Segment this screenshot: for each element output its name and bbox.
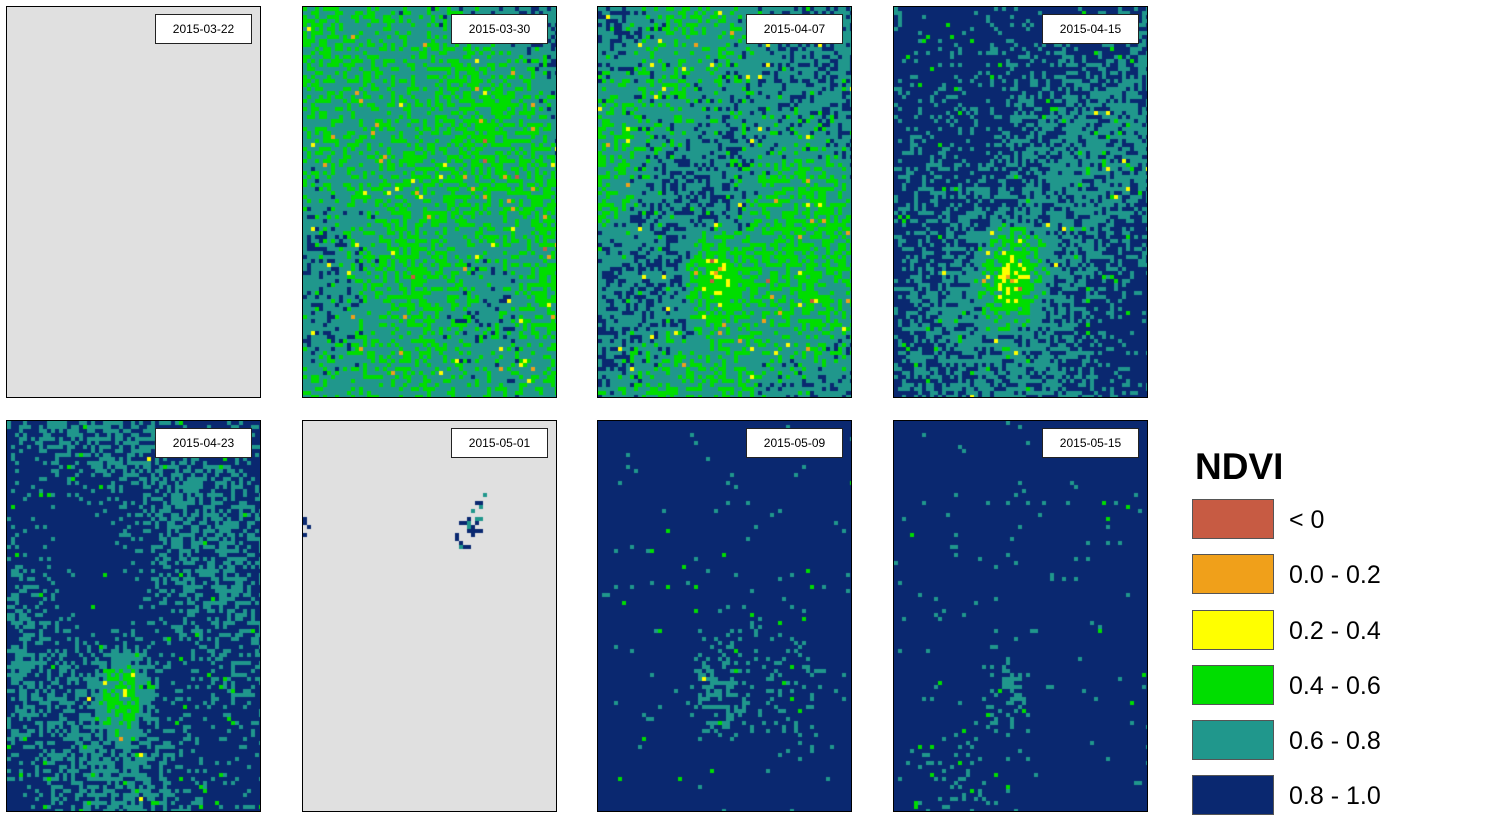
panel-date-label: 2015-04-07 bbox=[746, 14, 843, 44]
ndvi-legend: NDVI < 0 0.0 - 0.2 0.2 - 0.4 0.4 - 0.6 0… bbox=[1192, 447, 1432, 831]
ndvi-raster bbox=[894, 7, 1147, 397]
legend-item-0.6-0.8: 0.6 - 0.8 bbox=[1192, 720, 1432, 775]
legend-label: < 0 bbox=[1289, 506, 1325, 534]
legend-swatch bbox=[1192, 499, 1274, 539]
legend-label: 0.4 - 0.6 bbox=[1289, 671, 1381, 700]
legend-title: NDVI bbox=[1195, 446, 1284, 487]
ndvi-raster bbox=[7, 421, 260, 811]
legend-swatch bbox=[1192, 609, 1274, 650]
legend-item-0.0-0.2: 0.0 - 0.2 bbox=[1192, 554, 1432, 609]
map-panel-2015-04-15: 2015-04-15 bbox=[893, 6, 1148, 398]
legend-item-0.2-0.4: 0.2 - 0.4 bbox=[1192, 609, 1432, 665]
panel-date-label: 2015-05-15 bbox=[1042, 428, 1139, 458]
ndvi-raster bbox=[598, 7, 851, 397]
map-panel-2015-03-22: 2015-03-22 bbox=[6, 6, 261, 398]
legend-label: 0.0 - 0.2 bbox=[1289, 561, 1381, 590]
map-panel-2015-05-09: 2015-05-09 bbox=[597, 420, 852, 812]
panel-date-label: 2015-03-30 bbox=[451, 14, 548, 44]
legend-item-0.8-1.0: 0.8 - 1.0 bbox=[1192, 775, 1432, 830]
ndvi-raster bbox=[598, 421, 851, 811]
legend-item-0.4-0.6: 0.4 - 0.6 bbox=[1192, 664, 1432, 720]
panel-date-label: 2015-05-01 bbox=[451, 428, 548, 458]
map-panel-2015-04-07: 2015-04-07 bbox=[597, 6, 852, 398]
panel-date-label: 2015-05-09 bbox=[746, 428, 843, 458]
panel-date-label: 2015-04-15 bbox=[1042, 14, 1139, 44]
map-panel-2015-03-30: 2015-03-30 bbox=[302, 6, 557, 398]
panel-date-label: 2015-04-23 bbox=[155, 428, 252, 458]
legend-item-below-0: < 0 bbox=[1192, 499, 1432, 554]
map-panel-2015-05-01: 2015-05-01 bbox=[302, 420, 557, 812]
panel-date-label: 2015-03-22 bbox=[155, 14, 252, 44]
map-panel-2015-05-15: 2015-05-15 bbox=[893, 420, 1148, 812]
legend-label: 0.8 - 1.0 bbox=[1289, 782, 1381, 811]
map-panel-2015-04-23: 2015-04-23 bbox=[6, 420, 261, 812]
legend-swatch bbox=[1192, 775, 1274, 816]
legend-label: 0.2 - 0.4 bbox=[1289, 616, 1381, 645]
ndvi-raster bbox=[894, 421, 1147, 811]
legend-label: 0.6 - 0.8 bbox=[1289, 727, 1381, 756]
legend-swatch bbox=[1192, 720, 1274, 761]
ndvi-raster bbox=[7, 7, 260, 397]
ndvi-raster bbox=[303, 421, 556, 811]
ndvi-raster bbox=[303, 7, 556, 397]
legend-swatch bbox=[1192, 664, 1274, 705]
legend-swatch bbox=[1192, 554, 1274, 595]
